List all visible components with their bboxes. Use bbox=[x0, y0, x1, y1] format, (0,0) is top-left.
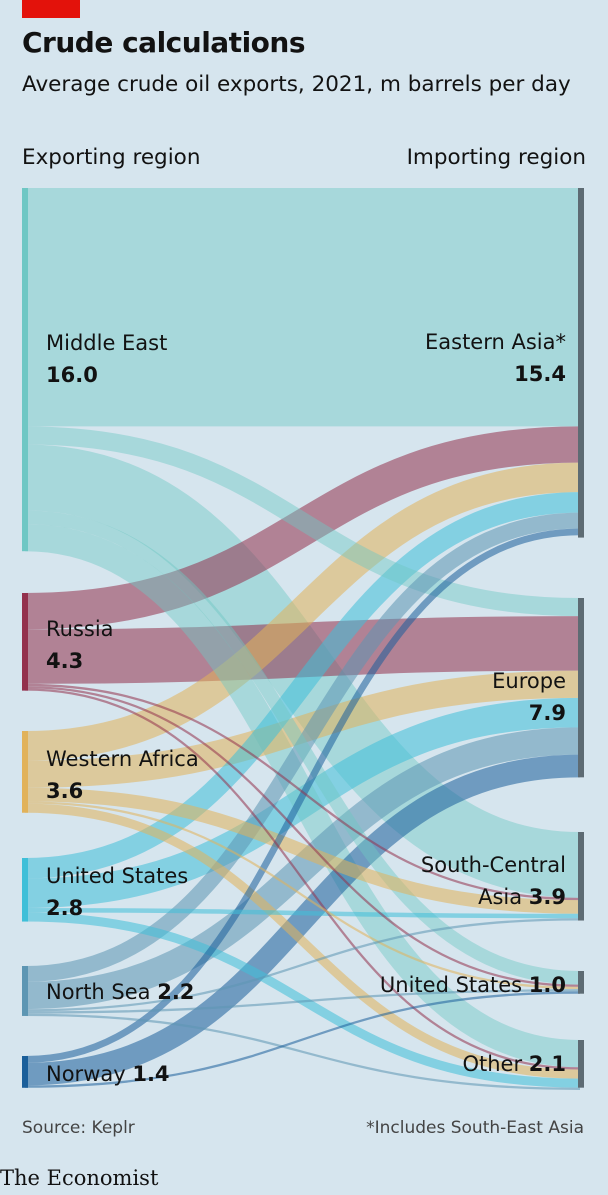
label-other-name: Other bbox=[462, 1052, 528, 1076]
label-united-states-import: United States 1.0 bbox=[380, 973, 566, 997]
source-note: Source: Keplr bbox=[22, 1118, 135, 1138]
label-europe: Europe bbox=[492, 669, 566, 693]
label-south-central-asia-line2-name: Asia bbox=[478, 885, 529, 909]
label-south-central-asia-line2: Asia 3.9 bbox=[478, 885, 566, 909]
label-south-central-asia-line1: South-Central bbox=[421, 853, 566, 877]
chart-subtitle: Average crude oil exports, 2021, m barre… bbox=[22, 72, 571, 97]
label-norway-name: Norway bbox=[46, 1062, 132, 1086]
label-other: Other 2.1 bbox=[462, 1052, 566, 1076]
flow-ns-to-sc bbox=[24, 918, 581, 1012]
left-bar-me bbox=[22, 188, 28, 552]
flow-us-to-sc bbox=[24, 907, 581, 919]
flow-wa-to-usi bbox=[24, 801, 581, 990]
importing-region-heading: Importing region bbox=[406, 145, 586, 170]
value-eastern-asia: 15.4 bbox=[514, 362, 566, 386]
label-russia: Russia bbox=[46, 617, 114, 641]
value-middle-east: 16.0 bbox=[46, 363, 98, 387]
label-north-sea-value: 2.2 bbox=[157, 980, 194, 1004]
flow-wa-to-ea bbox=[24, 462, 581, 761]
node-bar-layer bbox=[22, 188, 584, 1088]
economist-logo: The Economist bbox=[0, 1166, 159, 1190]
chart-title: Crude calculations bbox=[22, 26, 306, 59]
left-bar-wa bbox=[22, 731, 28, 813]
flow-ns-to-usi bbox=[24, 989, 581, 1014]
brand-red-tab bbox=[22, 0, 80, 18]
right-bar-ea bbox=[578, 188, 584, 538]
flow-ru-to-eu bbox=[24, 616, 581, 684]
left-bar-ns bbox=[22, 966, 28, 1016]
label-middle-east: Middle East bbox=[46, 331, 167, 355]
flow-layer bbox=[24, 187, 581, 1090]
flow-ns-to-ea bbox=[24, 512, 581, 982]
flow-us-to-ot bbox=[24, 912, 581, 1088]
label-other-value: 2.1 bbox=[529, 1052, 566, 1076]
flow-ru-to-sc bbox=[24, 683, 581, 901]
left-bar-ru bbox=[22, 593, 28, 691]
flow-me-to-eu bbox=[24, 426, 581, 617]
left-bar-no bbox=[22, 1056, 28, 1088]
flow-wa-to-sc bbox=[24, 787, 581, 914]
right-bar-eu bbox=[578, 598, 584, 778]
flow-no-to-ea bbox=[24, 528, 581, 1063]
flow-ns-to-ot bbox=[24, 1013, 581, 1090]
label-united-states-import-name: United States bbox=[380, 973, 529, 997]
value-united-states-export: 2.8 bbox=[46, 896, 83, 920]
label-north-sea: North Sea 2.2 bbox=[46, 980, 194, 1004]
node-label-layer: Middle East 16.0 Russia 4.3 Western Africa 3.… bbox=[46, 330, 566, 1086]
flow-wa-to-ot bbox=[24, 803, 581, 1079]
label-united-states-export: United States bbox=[46, 864, 188, 888]
label-norway-value: 1.4 bbox=[132, 1062, 169, 1086]
flow-me-to-usi bbox=[24, 510, 581, 985]
flow-ru-to-ea bbox=[24, 426, 581, 630]
footnote: *Includes South-East Asia bbox=[366, 1118, 584, 1138]
label-south-central-asia-line2-value: 3.9 bbox=[529, 885, 566, 909]
flow-us-to-ea bbox=[24, 492, 581, 879]
flow-ns-to-eu bbox=[24, 727, 581, 1010]
right-bar-ot bbox=[578, 1040, 584, 1088]
sankey-chart: Middle East 16.0 Russia 4.3 Western Africa 3.… bbox=[22, 187, 584, 1090]
flow-ru-to-ot bbox=[24, 688, 581, 1070]
flow-no-to-eu bbox=[24, 754, 581, 1086]
exporting-region-heading: Exporting region bbox=[22, 145, 201, 170]
value-russia: 4.3 bbox=[46, 649, 83, 673]
value-europe: 7.9 bbox=[529, 701, 566, 725]
label-north-sea-name: North Sea bbox=[46, 980, 157, 1004]
flow-ru-to-usi bbox=[24, 686, 581, 987]
right-bar-sc bbox=[578, 832, 584, 921]
label-norway: Norway 1.4 bbox=[46, 1062, 170, 1086]
value-western-africa: 3.6 bbox=[46, 779, 83, 803]
label-eastern-asia: Eastern Asia* bbox=[425, 330, 566, 354]
flow-wa-to-eu bbox=[24, 670, 581, 788]
label-united-states-import-value: 1.0 bbox=[529, 973, 566, 997]
left-bar-us bbox=[22, 858, 28, 922]
label-western-africa: Western Africa bbox=[46, 747, 199, 771]
right-bar-usi bbox=[578, 971, 584, 994]
flow-no-to-usi bbox=[24, 991, 581, 1088]
